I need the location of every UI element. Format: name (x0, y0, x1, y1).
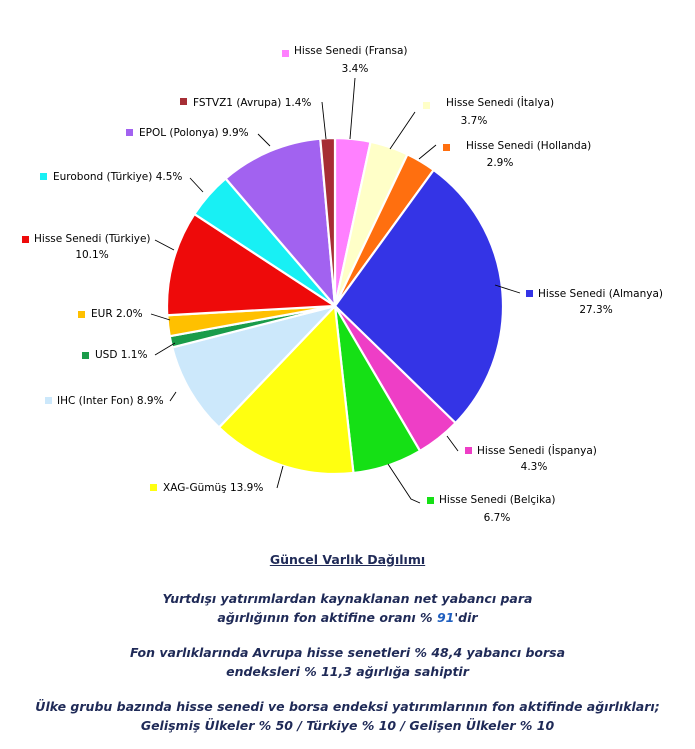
slice-value-3: 27.3% (579, 304, 612, 316)
slice-value-1: 3.7% (461, 115, 488, 127)
caption-line-2-highlight: 91 (436, 610, 455, 625)
leader-line-4 (446, 435, 459, 452)
slice-label-12: EPOL (Polonya) 9.9% (139, 127, 249, 139)
slice-label-8: USD 1.1% (95, 349, 147, 361)
leader-line-9 (150, 313, 171, 321)
legend-swatch-0 (282, 50, 289, 57)
leader-line-0 (349, 77, 356, 140)
pie-slice-13 (319, 136, 337, 308)
legend-swatch-3 (526, 290, 533, 297)
slice-label-5: Hisse Senedi (Belçika) (439, 494, 556, 506)
slice-label-6: XAG-Gümüş 13.9% (163, 482, 263, 494)
legend-swatch-6 (150, 484, 157, 491)
slice-label-0: Hisse Senedi (Fransa) (294, 45, 408, 57)
caption-line-2-post: 'dir (454, 610, 478, 625)
legend-swatch-9 (78, 311, 85, 318)
legend-swatch-4 (465, 447, 472, 454)
legend-swatch-7 (45, 397, 52, 404)
pie-slice-12 (224, 137, 337, 308)
slice-value-4: 4.3% (521, 461, 548, 473)
pie-slices (165, 136, 505, 476)
slice-label-10: Hisse Senedi (Türkiye) (34, 233, 151, 245)
caption-line-2-pre: ağırlığının fon aktifine oranı % (217, 610, 437, 625)
caption-line-1: Yurtdışı yatırımlardan kaynaklanan net y… (162, 591, 533, 606)
slice-label-9: EUR 2.0% (91, 308, 143, 320)
slice-label-2: Hisse Senedi (Hollanda) (466, 140, 591, 152)
pie-slice-6 (217, 304, 355, 476)
caption-line-5: Ülke grubu bazında hisse senedi ve borsa… (35, 699, 660, 714)
legend-swatch-5 (427, 497, 434, 504)
legend-swatch-10 (22, 236, 29, 243)
leader-lines (150, 77, 521, 504)
slice-label-11: Eurobond (Türkiye) 4.5% (53, 171, 182, 183)
caption-line-6: Gelişmiş Ülkeler % 50 / Türkiye % 10 / G… (140, 718, 555, 733)
slice-labels: Hisse Senedi (Fransa) 3.4% Hisse Senedi (İ… (22, 45, 663, 524)
caption-line-4: endeksleri % 11,3 ağırlığa sahiptir (226, 664, 469, 679)
pie-slice-3 (333, 168, 505, 425)
legend-swatch-2 (443, 144, 450, 151)
caption-line-2: ağırlığının fon aktifine oranı % 91'dir (0, 608, 695, 627)
slice-label-3: Hisse Senedi (Almanya) (538, 288, 663, 300)
caption-title: Güncel Varlık Dağılımı (269, 552, 426, 567)
leader-line-8 (154, 342, 176, 356)
pie-slice-10 (165, 212, 337, 317)
slice-value-10: 10.1% (75, 249, 108, 261)
leader-line-13 (321, 101, 327, 140)
leader-line-5 (387, 463, 421, 504)
legend-swatch-8 (82, 352, 89, 359)
legend-swatch-13 (180, 98, 187, 105)
slice-value-0: 3.4% (342, 63, 369, 75)
leader-line-1 (389, 111, 416, 150)
leader-line-3 (494, 284, 521, 294)
slice-label-13: FSTVZ1 (Avrupa) 1.4% (193, 97, 311, 109)
legend-swatch-12 (126, 129, 133, 136)
leader-line-10 (154, 239, 175, 251)
slice-value-5: 6.7% (484, 512, 511, 524)
leader-line-7 (169, 391, 177, 402)
slice-value-2: 2.9% (487, 157, 514, 169)
leader-line-6 (276, 465, 284, 489)
legend-swatch-11 (40, 173, 47, 180)
caption-line-3: Fon varlıklarında Avrupa hisse senetleri… (129, 645, 566, 660)
leader-line-11 (189, 177, 204, 193)
slice-label-1: Hisse Senedi (İtalya) (446, 96, 554, 109)
slice-label-7: IHC (Inter Fon) 8.9% (57, 395, 164, 407)
leader-line-12 (257, 133, 271, 147)
legend-swatch-1 (423, 102, 430, 109)
slice-label-4: Hisse Senedi (İspanya) (477, 444, 597, 457)
pie-slice-7 (171, 304, 337, 429)
leader-line-2 (418, 144, 437, 160)
pie-chart: Hisse Senedi (Fransa) 3.4% Hisse Senedi (İ… (22, 45, 663, 524)
